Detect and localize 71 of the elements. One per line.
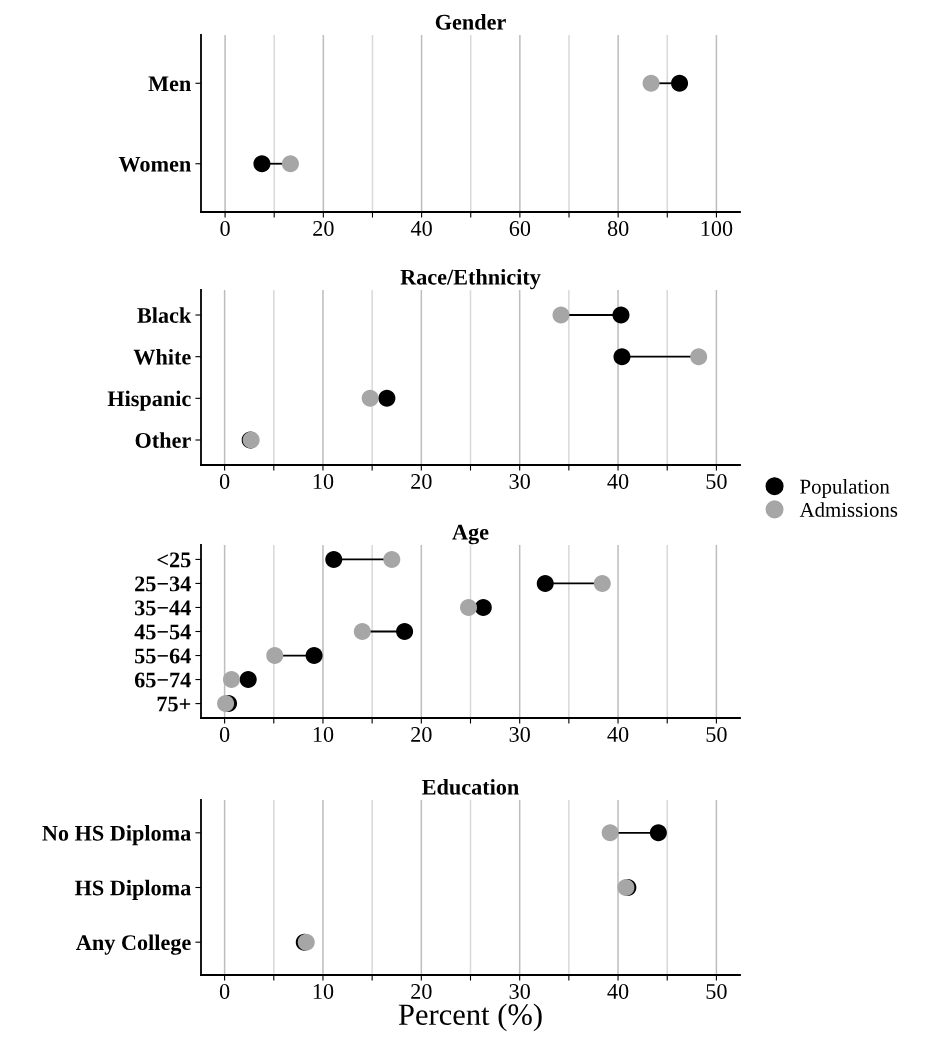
- x-tick-label: 20: [411, 473, 432, 489]
- x-tick-label: 10: [313, 726, 334, 742]
- point: [383, 550, 401, 568]
- chart-title: Education: [422, 779, 519, 795]
- point: [460, 598, 478, 616]
- y-tick-label: Black: [137, 307, 192, 323]
- y-tick-label: <25: [157, 552, 191, 568]
- point: [671, 74, 689, 92]
- point: [474, 598, 492, 616]
- x-tick-label: 0: [220, 220, 230, 236]
- chart-title: Age: [452, 524, 489, 545]
- x-tick-label: 30: [509, 726, 530, 742]
- y-tick-label: Other: [135, 432, 191, 448]
- x-tick-label: 20: [313, 220, 334, 236]
- x-tick-label: 0: [219, 983, 230, 999]
- point: [690, 348, 708, 366]
- point: [552, 306, 570, 324]
- x-tick-label: 10: [313, 983, 334, 999]
- point: [266, 647, 284, 665]
- x-axis-title: Percent (%): [398, 1003, 542, 1032]
- x-tick-label: 0: [219, 473, 230, 489]
- y-tick-label: No HS Diploma: [42, 825, 191, 846]
- x-tick-label: 20: [411, 983, 432, 999]
- x-tick-label: 60: [509, 220, 531, 236]
- x-tick-label: 100: [701, 220, 733, 236]
- x-tick-label: 30: [509, 473, 530, 489]
- y-tick-label: 75+: [157, 696, 191, 712]
- legend-label: Population: [800, 479, 890, 498]
- y-tick-label: Hispanic: [107, 390, 191, 411]
- x-tick-label: 0: [219, 726, 230, 742]
- point: [222, 671, 240, 689]
- y-tick-label: 55−64: [135, 648, 191, 664]
- x-tick-label: 40: [607, 473, 629, 489]
- point: [253, 155, 271, 173]
- point: [281, 155, 299, 173]
- point: [642, 74, 660, 92]
- y-tick-label: HS Diploma: [74, 879, 191, 900]
- x-tick-label: 50: [706, 726, 727, 742]
- point: [325, 550, 343, 568]
- legend-label: Admissions: [799, 502, 898, 517]
- y-tick-label: White: [133, 348, 191, 365]
- y-tick-label: 35−44: [135, 600, 191, 616]
- point: [613, 348, 631, 366]
- x-tick-label: 40: [607, 726, 629, 742]
- point: [649, 824, 667, 842]
- y-tick-label: Any College: [76, 934, 191, 955]
- point: [612, 306, 630, 324]
- y-tick-label: 65−74: [134, 672, 191, 688]
- x-tick-label: 80: [607, 220, 629, 236]
- y-tick-label: 45−54: [134, 624, 191, 640]
- point: [593, 574, 611, 592]
- x-tick-label: 10: [313, 473, 334, 489]
- x-tick-label: 30: [509, 983, 530, 999]
- x-tick-label: 50: [706, 473, 727, 489]
- y-tick-label: 25−34: [135, 576, 191, 592]
- point: [239, 671, 257, 689]
- y-tick-label: Men: [148, 76, 191, 92]
- x-tick-label: 40: [410, 220, 432, 236]
- point: [361, 389, 379, 407]
- point: [305, 647, 323, 665]
- point: [378, 389, 396, 407]
- point: [536, 574, 554, 592]
- x-tick-label: 40: [607, 983, 629, 999]
- y-tick-label: Women: [118, 156, 191, 172]
- point: [396, 622, 414, 641]
- point: [353, 622, 371, 641]
- chart-title: Race/Ethnicity: [400, 269, 541, 290]
- chart-title: Gender: [435, 14, 506, 30]
- point: [601, 824, 619, 842]
- x-tick-label: 50: [706, 983, 727, 999]
- x-tick-label: 20: [411, 726, 432, 742]
